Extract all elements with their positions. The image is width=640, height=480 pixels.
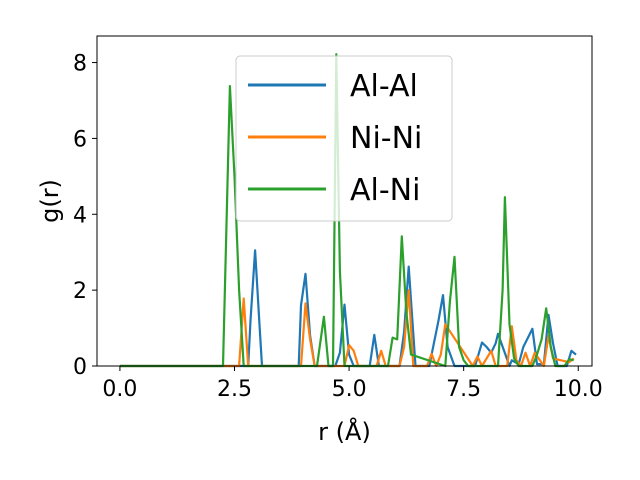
x-tick-label: 7.5	[446, 377, 481, 402]
legend: Al-Al Ni-Ni Al-Ni	[235, 55, 453, 222]
y-tick-label: 4	[73, 203, 87, 228]
x-axis: 0.0 2.5 5.0 7.5 10.0	[102, 366, 603, 402]
y-axis-label: g(r)	[36, 179, 64, 223]
legend-box	[235, 55, 453, 222]
x-tick-label: 10.0	[554, 377, 603, 402]
x-tick-label: 2.5	[217, 377, 252, 402]
y-axis: 0 2 4 6 8	[73, 52, 97, 380]
series-layer	[119, 53, 577, 368]
legend-label-al-ni: Al-Ni	[350, 173, 420, 208]
legend-label-al-al: Al-Al	[350, 69, 418, 104]
series-line-ni-ni	[119, 289, 575, 368]
series-line-al-ni	[119, 53, 574, 368]
y-tick-label: 0	[73, 355, 87, 380]
plot-frame	[96, 35, 593, 367]
x-tick-label: 0.0	[102, 377, 137, 402]
legend-label-ni-ni: Ni-Ni	[350, 121, 422, 156]
y-tick-label: 8	[73, 52, 87, 77]
x-axis-label: r (Å)	[318, 417, 371, 446]
y-tick-label: 2	[73, 279, 87, 304]
x-tick-label: 5.0	[332, 377, 367, 402]
y-tick-label: 6	[73, 127, 87, 152]
